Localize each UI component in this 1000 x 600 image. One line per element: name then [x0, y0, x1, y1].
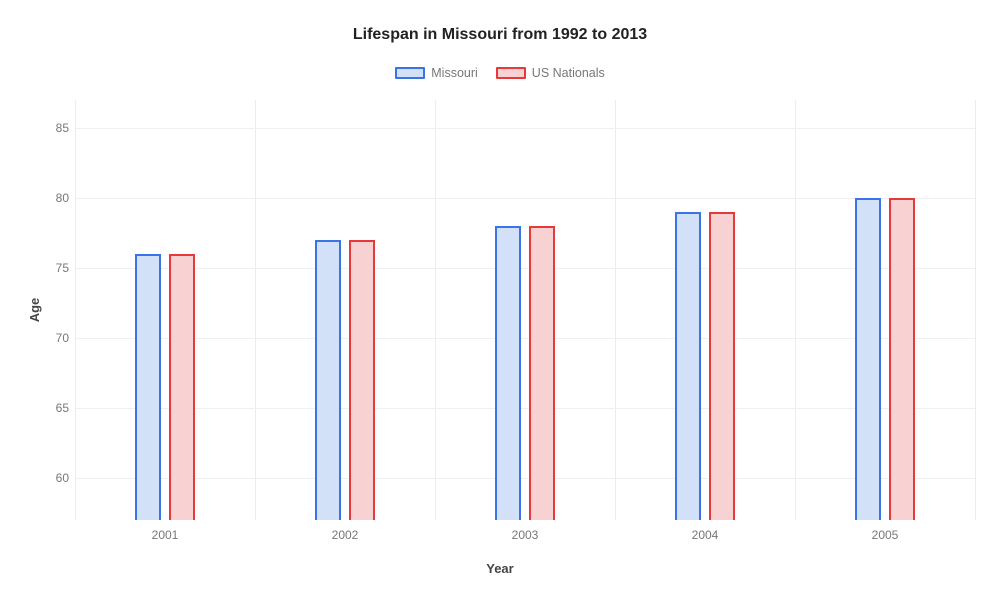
bar	[889, 198, 915, 520]
bar	[495, 226, 521, 520]
bar	[169, 254, 195, 520]
legend-item: Missouri	[395, 66, 478, 80]
bar	[135, 254, 161, 520]
horizontal-gridline	[75, 478, 975, 479]
vertical-gridline	[255, 100, 256, 520]
legend-swatch-icon	[496, 67, 526, 79]
legend-swatch-icon	[395, 67, 425, 79]
vertical-gridline	[75, 100, 76, 520]
y-tick-label: 75	[45, 261, 69, 275]
vertical-gridline	[975, 100, 976, 520]
horizontal-gridline	[75, 408, 975, 409]
y-tick-label: 80	[45, 191, 69, 205]
x-tick-label: 2004	[692, 528, 719, 542]
legend-item: US Nationals	[496, 66, 605, 80]
y-axis-title: Age	[27, 298, 42, 323]
legend-label: US Nationals	[532, 66, 605, 80]
x-tick-label: 2005	[872, 528, 899, 542]
vertical-gridline	[795, 100, 796, 520]
vertical-gridline	[435, 100, 436, 520]
x-tick-label: 2003	[512, 528, 539, 542]
bar	[529, 226, 555, 520]
bar	[709, 212, 735, 520]
chart-container: Lifespan in Missouri from 1992 to 2013 M…	[0, 0, 1000, 600]
plot-area: 60657075808520012002200320042005	[75, 100, 975, 520]
horizontal-gridline	[75, 198, 975, 199]
bar	[349, 240, 375, 520]
vertical-gridline	[615, 100, 616, 520]
bar	[855, 198, 881, 520]
chart-legend: Missouri US Nationals	[0, 66, 1000, 80]
y-tick-label: 85	[45, 121, 69, 135]
horizontal-gridline	[75, 128, 975, 129]
legend-label: Missouri	[431, 66, 478, 80]
horizontal-gridline	[75, 338, 975, 339]
x-axis-title: Year	[0, 561, 1000, 576]
x-tick-label: 2001	[152, 528, 179, 542]
bar	[675, 212, 701, 520]
y-tick-label: 60	[45, 471, 69, 485]
bar	[315, 240, 341, 520]
x-tick-label: 2002	[332, 528, 359, 542]
y-tick-label: 65	[45, 401, 69, 415]
y-tick-label: 70	[45, 331, 69, 345]
chart-title: Lifespan in Missouri from 1992 to 2013	[0, 26, 1000, 44]
horizontal-gridline	[75, 268, 975, 269]
